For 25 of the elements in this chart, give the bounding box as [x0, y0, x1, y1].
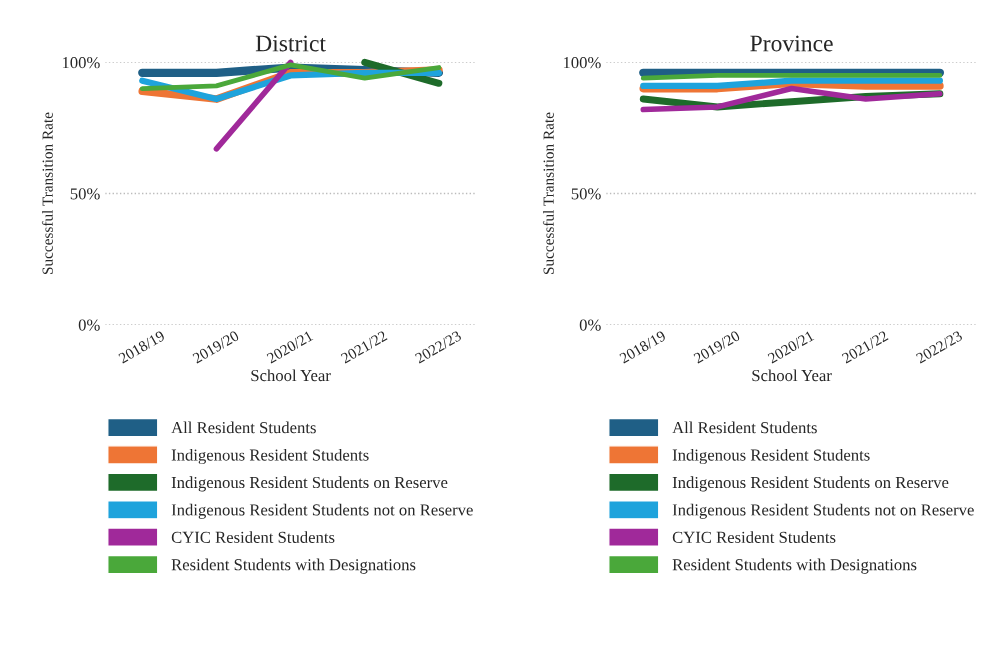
y-tick-label: 50% [571, 188, 601, 200]
legend-label: Indigenous Resident Students not on Reserve [672, 503, 974, 519]
legend-label: Resident Students with Designations [171, 558, 416, 574]
y-tick-label: 100% [62, 57, 100, 69]
legend-label: CYIC Resident Students [672, 531, 836, 543]
legend-label: Indigenous Resident Students not on Reserve [171, 503, 473, 519]
legend-label: CYIC Resident Students [171, 531, 335, 543]
y-axis-title: Successful Transition Rate [542, 112, 554, 274]
x-axis-title: School Year [251, 369, 331, 382]
x-axis-title: School Year [752, 369, 832, 382]
line-series [139, 62, 442, 91]
legend-label: All Resident Students [672, 421, 817, 434]
y-tick-label: 100% [563, 57, 601, 69]
y-tick-label: 0% [78, 319, 100, 331]
legend-label: Resident Students with Designations [672, 558, 917, 574]
chart-title: Province [750, 35, 833, 52]
y-tick-label: 50% [70, 188, 100, 200]
y-axis-title: Successful Transition Rate [41, 112, 53, 274]
legend-label: All Resident Students [171, 421, 316, 434]
legend-label: Indigenous Resident Students on Reserve [672, 476, 949, 492]
chart-title: District [255, 35, 326, 52]
legend-label: Indigenous Resident Students on Reserve [171, 476, 448, 492]
legend-label: Indigenous Resident Students [672, 448, 870, 465]
y-tick-label: 0% [579, 319, 601, 331]
legend-label: Indigenous Resident Students [171, 448, 369, 465]
